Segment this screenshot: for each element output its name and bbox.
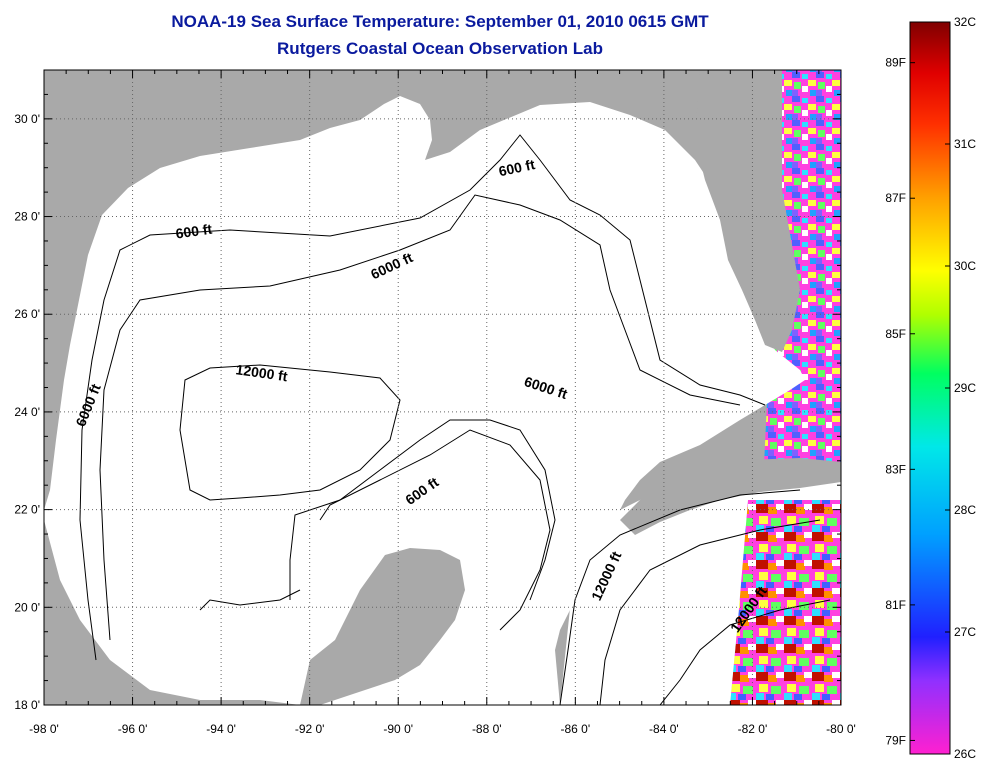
longitude-tick-label: -86 0' <box>561 722 591 736</box>
latitude-tick-label: 30 0' <box>14 112 40 126</box>
colorbar-fahrenheit-label: 79F <box>885 733 906 747</box>
colorbar-fahrenheit-label: 83F <box>885 462 906 476</box>
florida <box>695 70 800 352</box>
longitude-tick-label: -88 0' <box>472 722 502 736</box>
colorbar-celsius-label: 28C <box>954 503 976 517</box>
colorbar-celsius-labels: 32C 31C 30C 29C 28C 27C 26C <box>954 15 976 761</box>
colorbar-celsius-label: 27C <box>954 625 976 639</box>
colorbar-celsius-label: 26C <box>954 747 976 761</box>
latitude-tick-label: 24 0' <box>14 405 40 419</box>
longitude-tick-label: -84 0' <box>649 722 679 736</box>
bathymetry-contours <box>79 134 831 705</box>
longitude-tick-label: -92 0' <box>295 722 325 736</box>
latitude-tick-label: 18 0' <box>14 698 40 712</box>
latitude-tick-label: 28 0' <box>14 210 40 224</box>
longitude-tick-label: -98 0' <box>29 722 59 736</box>
axis-ticks <box>43 69 842 706</box>
colorbar-fahrenheit-label: 85F <box>885 327 906 341</box>
longitude-labels: -98 0' -96 0' -94 0' -92 0' -90 0' -88 0' -86 … <box>29 722 856 736</box>
longitude-tick-label: -96 0' <box>118 722 148 736</box>
graticule <box>44 70 841 705</box>
colorbar-fahrenheit-label: 89F <box>885 56 906 70</box>
cuba <box>620 458 841 535</box>
colorbar <box>909 21 951 755</box>
colorbar-fahrenheit-label: 81F <box>885 598 906 612</box>
colorbar-ticks <box>910 21 950 755</box>
longitude-tick-label: -90 0' <box>383 722 413 736</box>
latitude-labels: 18 0' 20 0' 22 0' 24 0' 26 0' 28 0' 30 0' <box>14 112 40 712</box>
latitude-tick-label: 26 0' <box>14 307 40 321</box>
colorbar-fahrenheit-label: 87F <box>885 191 906 205</box>
mexico-coast <box>44 520 300 705</box>
contour-label: 600 ft <box>497 156 536 179</box>
longitude-tick-label: -80 0' <box>826 722 856 736</box>
chart-subtitle: Rutgers Coastal Ocean Observation Lab <box>277 39 603 58</box>
colorbar-celsius-label: 29C <box>954 381 976 395</box>
latitude-tick-label: 20 0' <box>14 600 40 614</box>
contour-label: 12000 ft <box>235 361 289 384</box>
gulf-water <box>44 96 805 705</box>
colorbar-fahrenheit-labels: 89F 87F 85F 83F 81F 79F <box>885 56 906 748</box>
colorbar-celsius-label: 32C <box>954 15 976 29</box>
yucatan <box>300 548 465 705</box>
sst-swath-south <box>730 500 841 705</box>
colorbar-celsius-label: 31C <box>954 137 976 151</box>
colorbar-celsius-label: 30C <box>954 259 976 273</box>
latitude-tick-label: 22 0' <box>14 503 40 517</box>
longitude-tick-label: -94 0' <box>206 722 236 736</box>
chart-title: NOAA-19 Sea Surface Temperature: Septemb… <box>171 12 709 31</box>
longitude-tick-label: -82 0' <box>738 722 768 736</box>
contour-label: 600 ft <box>175 221 214 242</box>
